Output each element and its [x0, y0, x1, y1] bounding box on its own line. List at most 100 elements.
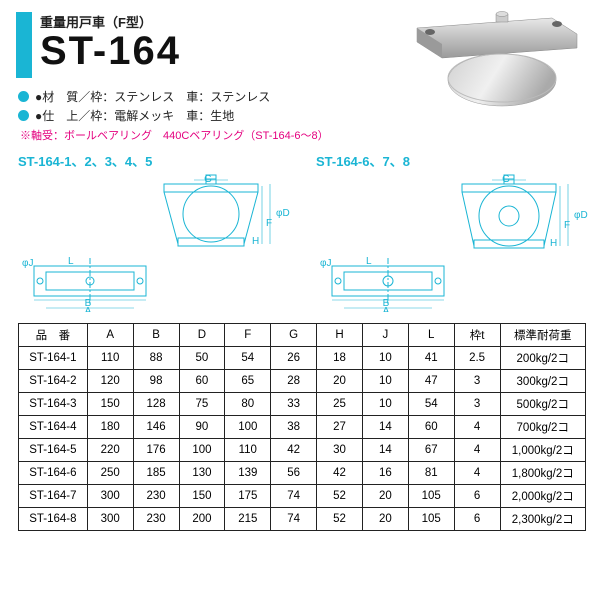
table-cell: 88	[133, 347, 179, 370]
table-cell: ST-164-7	[19, 485, 88, 508]
dim-label: L	[366, 256, 372, 267]
table-header: D	[179, 324, 225, 347]
table-cell: 2,000kg/2コ	[500, 485, 585, 508]
dim-label: A	[383, 306, 390, 312]
table-cell: 110	[87, 347, 133, 370]
table-row: ST-164-830023020021574522010562,300kg/2コ	[19, 508, 586, 531]
table-cell: 74	[271, 508, 317, 531]
table-row: ST-164-730023015017574522010562,000kg/2コ	[19, 485, 586, 508]
table-cell: 54	[225, 347, 271, 370]
table-cell: 65	[225, 370, 271, 393]
diagram-group-1: ST-164-1、2、3、4、5 G	[18, 151, 298, 317]
table-cell: 700kg/2コ	[500, 416, 585, 439]
table-cell: 105	[408, 508, 454, 531]
dim-label: φD	[574, 210, 588, 221]
table-cell: 10	[362, 370, 408, 393]
diagram-title: ST-164-6、7、8	[316, 151, 596, 170]
table-cell: ST-164-3	[19, 393, 88, 416]
table-cell: 28	[271, 370, 317, 393]
table-cell: 100	[225, 416, 271, 439]
table-cell: 3	[454, 370, 500, 393]
table-cell: 105	[408, 485, 454, 508]
table-cell: 176	[133, 439, 179, 462]
table-header: J	[362, 324, 408, 347]
table-cell: 1,800kg/2コ	[500, 462, 585, 485]
table-cell: 47	[408, 370, 454, 393]
table-row: ST-164-418014690100382714604700kg/2コ	[19, 416, 586, 439]
table-cell: ST-164-1	[19, 347, 88, 370]
table-cell: ST-164-4	[19, 416, 88, 439]
table-cell: 60	[408, 416, 454, 439]
table-cell: ST-164-5	[19, 439, 88, 462]
table-row: ST-164-1110885054261810412.5200kg/2コ	[19, 347, 586, 370]
table-cell: 10	[362, 393, 408, 416]
table-cell: 81	[408, 462, 454, 485]
dim-label: L	[68, 256, 74, 267]
table-cell: ST-164-8	[19, 508, 88, 531]
table-row: ST-164-52201761001104230146741,000kg/2コ	[19, 439, 586, 462]
table-cell: 10	[362, 347, 408, 370]
dim-label: φJ	[320, 258, 331, 269]
table-cell: 60	[179, 370, 225, 393]
table-cell: 98	[133, 370, 179, 393]
table-cell: 33	[271, 393, 317, 416]
table-cell: 200	[179, 508, 225, 531]
dim-label: G	[502, 174, 510, 185]
diagram-group-2: ST-164-6、7、8 G φD	[316, 151, 596, 317]
table-cell: 150	[87, 393, 133, 416]
table-cell: 300	[87, 508, 133, 531]
spec-text: ●材 質／枠：ステンレス 車：ステンレス	[35, 88, 270, 105]
table-cell: 150	[179, 485, 225, 508]
table-header: 品 番	[19, 324, 88, 347]
spec-table: 品 番ABDFGHJL枠t標準耐荷重 ST-164-11108850542618…	[18, 323, 584, 531]
dim-label: φD	[276, 208, 290, 219]
product-photo	[382, 10, 582, 110]
table-cell: 4	[454, 462, 500, 485]
table-cell: 4	[454, 416, 500, 439]
table-cell: 54	[408, 393, 454, 416]
table-cell: 56	[271, 462, 317, 485]
table-header: F	[225, 324, 271, 347]
bullet-icon	[18, 110, 29, 121]
table-cell: 38	[271, 416, 317, 439]
table-cell: ST-164-6	[19, 462, 88, 485]
table-cell: 50	[179, 347, 225, 370]
table-cell: 14	[362, 416, 408, 439]
table-cell: 300	[87, 485, 133, 508]
table-cell: 27	[317, 416, 363, 439]
table-cell: 52	[317, 508, 363, 531]
table-header: 枠t	[454, 324, 500, 347]
dim-label: G	[204, 174, 212, 185]
dim-label: F	[564, 220, 570, 231]
table-cell: 90	[179, 416, 225, 439]
table-cell: 139	[225, 462, 271, 485]
table-cell: 128	[133, 393, 179, 416]
table-cell: 500kg/2コ	[500, 393, 585, 416]
table-cell: 120	[87, 370, 133, 393]
table-cell: 20	[317, 370, 363, 393]
table-cell: 220	[87, 439, 133, 462]
table-cell: 230	[133, 485, 179, 508]
table-cell: 74	[271, 485, 317, 508]
table-cell: 2.5	[454, 347, 500, 370]
technical-drawing-1: G φD F H φJ L B A	[18, 172, 298, 312]
table-cell: 16	[362, 462, 408, 485]
table-cell: 146	[133, 416, 179, 439]
table-cell: 26	[271, 347, 317, 370]
table-cell: 20	[362, 485, 408, 508]
main-title: ST-164	[40, 29, 181, 74]
table-cell: 2,300kg/2コ	[500, 508, 585, 531]
table-cell: 52	[317, 485, 363, 508]
table-row: ST-164-62501851301395642168141,800kg/2コ	[19, 462, 586, 485]
table-cell: 42	[271, 439, 317, 462]
table-header: L	[408, 324, 454, 347]
table-cell: 30	[317, 439, 363, 462]
table-cell: 1,000kg/2コ	[500, 439, 585, 462]
diagram-section: ST-164-1、2、3、4、5 G	[18, 151, 584, 317]
accent-bar	[16, 12, 32, 78]
table-cell: 80	[225, 393, 271, 416]
table-cell: 300kg/2コ	[500, 370, 585, 393]
table-cell: 3	[454, 393, 500, 416]
dim-label: F	[266, 218, 272, 229]
note-text: ※軸受：ボールベアリング 440Cベアリング（ST-164-6～8）	[20, 127, 584, 143]
